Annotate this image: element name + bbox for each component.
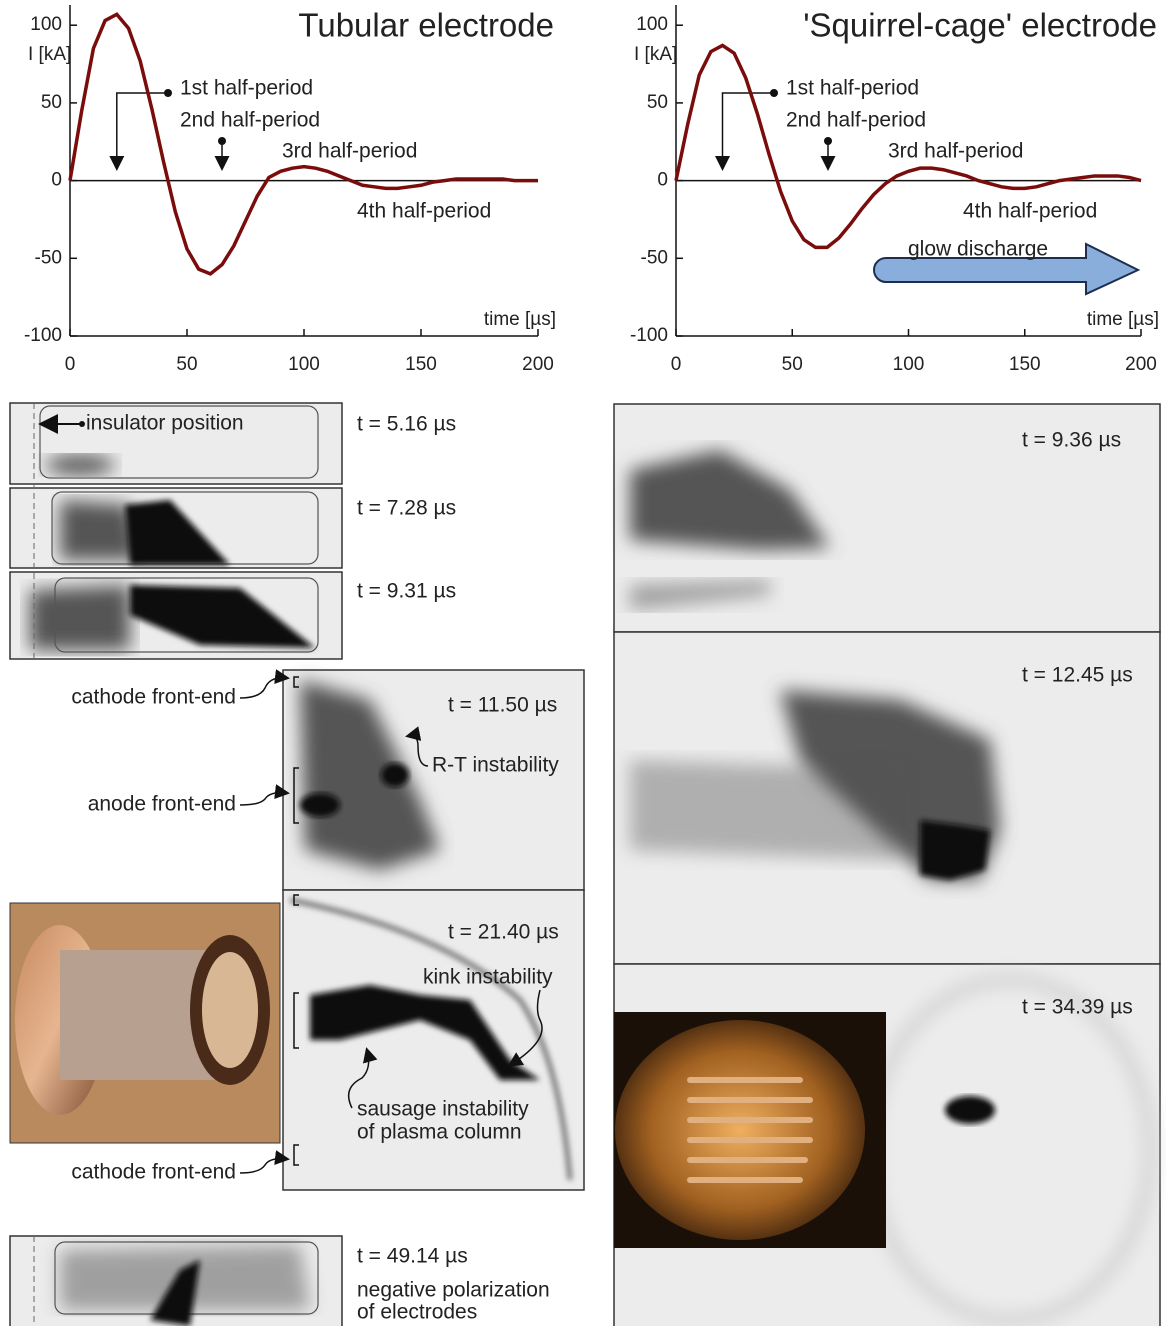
annotation: 2nd half-period — [180, 109, 320, 132]
y-tick-label: 50 — [41, 92, 62, 113]
dot — [218, 137, 226, 145]
annotation: 4th half-period — [357, 200, 491, 223]
x-tick-label: 50 — [782, 354, 803, 375]
annotation: cathode front-end — [71, 686, 236, 709]
arrow — [240, 1159, 287, 1173]
dot — [770, 89, 778, 97]
annotation: 1st half-period — [180, 77, 313, 100]
annotation: negative polarization — [357, 1279, 550, 1302]
x-tick-label: 150 — [1009, 354, 1041, 375]
y-tick-label: 0 — [657, 170, 668, 191]
plasma — [920, 820, 990, 880]
x-tick-label: 50 — [176, 354, 197, 375]
time-label: t = 21.40 µs — [448, 921, 559, 944]
x-tick-label: 100 — [288, 354, 320, 375]
y-tick-label: -100 — [630, 325, 668, 346]
annotation: of electrodes — [357, 1301, 477, 1324]
annotation: 3rd half-period — [282, 140, 417, 163]
y-tick-label: 100 — [636, 14, 668, 35]
arrow — [723, 93, 775, 168]
x-tick-label: 200 — [1125, 354, 1157, 375]
left-panels: t = 5.16 µs t = 7.28 µs t = 9.31 µs t = … — [10, 403, 584, 1326]
annotation: 3rd half-period — [888, 140, 1023, 163]
y-axis-label: I [kA] — [634, 44, 677, 65]
annotation: cathode front-end — [71, 1161, 236, 1184]
right-panels: t = 9.36 µs t = 12.45 µs t = 34.39 µs — [614, 404, 1160, 1326]
y-tick-label: -50 — [35, 247, 62, 268]
arrow — [240, 678, 287, 698]
x-axis-label: time [µs] — [484, 309, 556, 330]
annotation: of plasma column — [357, 1121, 522, 1144]
plasma — [45, 455, 115, 475]
plasma — [30, 585, 130, 650]
time-label: t = 9.31 µs — [357, 580, 456, 603]
annotation: kink instability — [423, 966, 553, 989]
annotation: 4th half-period — [963, 200, 1097, 223]
arrow — [240, 793, 287, 805]
x-tick-label: 0 — [65, 354, 76, 375]
plasma — [630, 760, 900, 860]
x-tick-label: 0 — [671, 354, 682, 375]
y-tick-label: -50 — [641, 247, 668, 268]
x-tick-label: 100 — [893, 354, 925, 375]
x-axis-label: time [µs] — [1087, 309, 1159, 330]
time-label: t = 5.16 µs — [357, 413, 456, 436]
annotation: 1st half-period — [786, 77, 919, 100]
plasma — [945, 1096, 995, 1124]
x-tick-label: 150 — [405, 354, 437, 375]
dot — [79, 421, 85, 427]
chart-title: 'Squirrel-cage' electrode — [803, 7, 1157, 44]
y-axis-label: I [kA] — [28, 44, 71, 65]
photo-cage — [615, 1020, 865, 1240]
time-label: t = 49.14 µs — [357, 1245, 468, 1268]
chart-title: Tubular electrode — [298, 7, 554, 44]
time-label: t = 12.45 µs — [1022, 664, 1133, 687]
annotation: glow discharge — [908, 238, 1048, 261]
figure: 100500-50-100050100150200Tubular electro… — [0, 0, 1166, 1326]
dot — [164, 89, 172, 97]
annotation: sausage instability — [357, 1098, 529, 1121]
y-tick-label: -100 — [24, 325, 62, 346]
annotation: insulator position — [86, 412, 244, 435]
annotation: anode front-end — [88, 793, 236, 816]
time-label: t = 34.39 µs — [1022, 996, 1133, 1019]
dot — [824, 137, 832, 145]
plasma — [381, 763, 409, 787]
time-label: t = 7.28 µs — [357, 497, 456, 520]
time-label: t = 11.50 µs — [448, 694, 557, 717]
annotation: R-T instability — [432, 754, 559, 777]
y-tick-label: 50 — [647, 92, 668, 113]
annotation: 2nd half-period — [786, 109, 926, 132]
photo-bore — [202, 952, 258, 1068]
y-tick-label: 0 — [51, 170, 62, 191]
time-label: t = 9.36 µs — [1022, 429, 1121, 452]
y-tick-label: 100 — [30, 14, 62, 35]
plasma — [300, 793, 340, 817]
arrow — [117, 93, 168, 168]
x-tick-label: 200 — [522, 354, 554, 375]
